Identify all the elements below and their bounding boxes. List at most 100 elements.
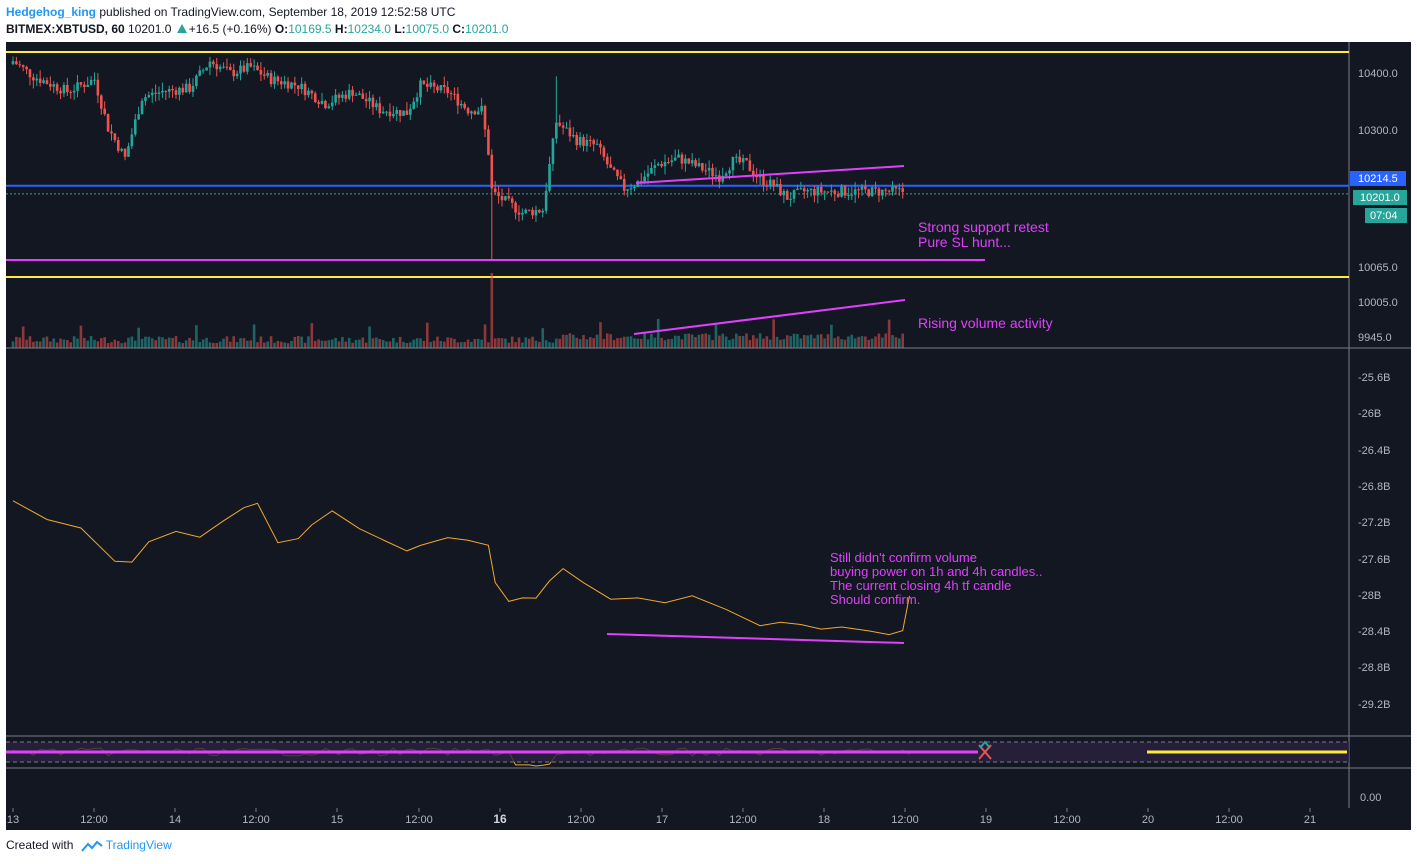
volume-bar bbox=[572, 334, 575, 348]
volume-bar bbox=[167, 337, 171, 348]
volume-bar bbox=[432, 340, 436, 348]
volume-bar bbox=[575, 337, 579, 348]
candle-body bbox=[201, 70, 205, 72]
volume-bar bbox=[113, 339, 117, 348]
candle-body bbox=[463, 103, 466, 109]
candle-body bbox=[687, 158, 691, 164]
chart-canvas[interactable]: Strong support retest Pure SL hunt... Ri… bbox=[0, 42, 1417, 830]
volume-bar bbox=[296, 336, 300, 348]
volume-bar bbox=[351, 342, 354, 348]
volume-bar bbox=[59, 338, 62, 348]
volume-bar bbox=[680, 339, 684, 348]
candle-body bbox=[765, 185, 769, 187]
trendline-obv[interactable] bbox=[606, 633, 905, 644]
candle-body bbox=[446, 87, 449, 94]
volume-bar bbox=[422, 340, 426, 348]
volume-bar bbox=[724, 336, 728, 348]
volume-bar bbox=[833, 338, 837, 348]
volume-bar bbox=[745, 333, 748, 348]
volume-bar bbox=[558, 338, 562, 348]
volume-bar bbox=[337, 341, 341, 348]
candle-body bbox=[459, 103, 463, 106]
candle-body bbox=[402, 110, 405, 116]
volume-bar bbox=[497, 338, 500, 348]
time-tick: 12:00 bbox=[1215, 814, 1243, 826]
candle-body bbox=[229, 66, 232, 70]
candle-body bbox=[11, 61, 15, 65]
volume-bar bbox=[826, 334, 830, 348]
volume-bar bbox=[629, 336, 633, 348]
time-axis[interactable] bbox=[6, 808, 1411, 830]
volume-bar bbox=[110, 342, 113, 348]
candle-body bbox=[15, 61, 18, 65]
tradingview-brand[interactable]: TradingView bbox=[105, 838, 172, 852]
volume-bar bbox=[456, 342, 460, 348]
obv-tick: -25.6B bbox=[1358, 372, 1390, 384]
candle-body bbox=[262, 74, 266, 76]
volume-bar bbox=[324, 340, 327, 348]
volume-bar bbox=[653, 337, 657, 348]
candle-body bbox=[860, 186, 864, 190]
candle-body bbox=[514, 202, 517, 213]
obv-tick: -27.6B bbox=[1358, 554, 1390, 566]
volume-bar bbox=[602, 338, 606, 348]
candle-body bbox=[429, 82, 432, 87]
volume-bar bbox=[836, 336, 840, 348]
candle-body bbox=[130, 134, 134, 147]
candle-body bbox=[395, 110, 399, 114]
candle-body bbox=[599, 143, 602, 148]
candle-body bbox=[246, 63, 249, 72]
volume-bar bbox=[252, 324, 256, 348]
candle-body bbox=[317, 102, 320, 104]
volume-bar bbox=[548, 342, 551, 348]
candle-body bbox=[422, 80, 426, 84]
volume-bar bbox=[208, 342, 212, 348]
volume-bar bbox=[487, 342, 490, 348]
symbol-label: BITMEX:XBTUSD, 60 bbox=[6, 22, 125, 36]
plot-area[interactable] bbox=[6, 42, 1349, 808]
volume-bar bbox=[259, 336, 263, 348]
candle-body bbox=[235, 73, 239, 77]
volume-bar bbox=[741, 336, 745, 348]
candle-body bbox=[161, 90, 164, 93]
volume-bar bbox=[616, 338, 619, 348]
candle-body bbox=[181, 87, 185, 93]
trendline-price[interactable] bbox=[635, 165, 905, 184]
volume-bar bbox=[782, 339, 786, 348]
volume-bar bbox=[690, 334, 694, 348]
candle-body bbox=[113, 133, 117, 141]
candle-body bbox=[419, 80, 422, 98]
close-label: C: bbox=[452, 22, 466, 36]
candle-body bbox=[751, 170, 755, 176]
candle-body bbox=[388, 111, 392, 117]
volume-bar bbox=[565, 334, 568, 348]
volume-bar bbox=[76, 338, 79, 348]
volume-bar bbox=[768, 339, 772, 348]
trendline-volume[interactable] bbox=[633, 299, 906, 335]
obv-note-line-2: buying power on 1h and 4h candles.. bbox=[830, 564, 1043, 579]
volume-bar bbox=[161, 337, 164, 348]
candle-body bbox=[79, 82, 83, 85]
author-name[interactable]: Hedgehog_king bbox=[6, 5, 97, 19]
candle-body bbox=[483, 105, 487, 130]
candle-body bbox=[701, 163, 704, 171]
volume-bar bbox=[463, 342, 466, 348]
volume-bar bbox=[375, 337, 378, 348]
volume-bar bbox=[72, 336, 76, 348]
candle-body bbox=[735, 156, 738, 158]
candle-body bbox=[605, 156, 609, 165]
volume-bar bbox=[279, 341, 283, 348]
candle-body bbox=[184, 83, 188, 93]
volume-bar bbox=[490, 273, 494, 348]
candle-body bbox=[123, 148, 127, 157]
candle-body bbox=[887, 190, 891, 192]
volume-bar bbox=[605, 333, 609, 348]
candle-body bbox=[269, 73, 273, 85]
price-axis[interactable] bbox=[1349, 42, 1411, 808]
volume-bar bbox=[901, 333, 905, 348]
volume-bar bbox=[697, 334, 701, 348]
candle-body bbox=[626, 189, 629, 191]
candle-body bbox=[891, 186, 894, 192]
candle-body bbox=[144, 97, 147, 101]
candle-body bbox=[164, 90, 168, 92]
